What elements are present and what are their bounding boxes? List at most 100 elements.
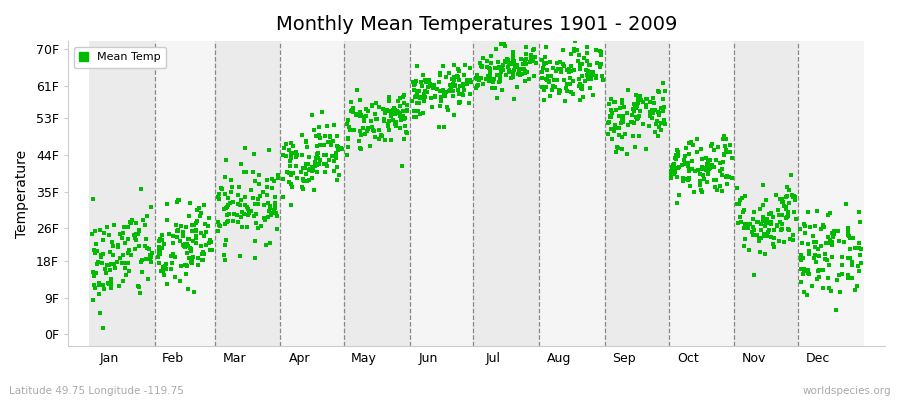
Point — [100, 262, 114, 268]
Point — [479, 76, 493, 83]
Point — [483, 75, 498, 82]
Point — [490, 46, 504, 52]
Point — [264, 212, 278, 218]
Point — [414, 79, 428, 86]
Point — [317, 152, 331, 158]
Point — [94, 254, 108, 260]
Point — [104, 284, 119, 291]
Point — [131, 243, 146, 250]
Point — [407, 82, 421, 89]
Point — [452, 68, 466, 74]
Point — [452, 91, 466, 97]
Point — [407, 108, 421, 114]
Point — [238, 202, 253, 209]
Point — [668, 155, 682, 161]
Point — [237, 169, 251, 175]
Point — [572, 82, 586, 89]
Point — [164, 266, 178, 273]
Point — [244, 187, 258, 193]
Point — [484, 60, 499, 66]
Point — [510, 62, 525, 69]
Point — [496, 67, 510, 74]
Point — [669, 152, 683, 159]
Point — [508, 64, 522, 70]
Point — [428, 93, 443, 99]
Point — [796, 268, 811, 274]
Point — [354, 146, 368, 152]
Point — [232, 202, 247, 208]
Point — [652, 110, 666, 116]
Point — [470, 76, 484, 83]
Point — [505, 48, 519, 55]
Point — [320, 139, 335, 145]
Point — [260, 184, 274, 190]
Point — [458, 62, 473, 68]
Point — [225, 199, 239, 205]
Point — [263, 204, 277, 211]
Point — [788, 215, 803, 222]
Point — [652, 124, 666, 130]
Point — [92, 290, 106, 297]
Point — [797, 230, 812, 236]
Point — [377, 110, 392, 117]
Point — [570, 47, 584, 54]
Point — [554, 68, 568, 75]
Point — [241, 212, 256, 218]
Bar — [539, 41, 605, 346]
Point — [706, 147, 721, 154]
Point — [451, 74, 465, 80]
Point — [853, 219, 868, 226]
Point — [824, 239, 839, 245]
Point — [519, 56, 534, 62]
Point — [809, 238, 824, 245]
Point — [821, 275, 835, 281]
Point — [369, 116, 383, 122]
Point — [345, 107, 359, 113]
Point — [853, 260, 868, 266]
Point — [277, 144, 292, 151]
Point — [536, 65, 550, 71]
Point — [179, 263, 194, 270]
Point — [543, 93, 557, 99]
Point — [334, 145, 348, 152]
Point — [834, 271, 849, 277]
Point — [841, 254, 855, 261]
Point — [616, 146, 630, 153]
Point — [682, 150, 697, 157]
Point — [670, 200, 684, 206]
Point — [197, 232, 211, 239]
Point — [604, 126, 618, 132]
Point — [562, 80, 577, 87]
Point — [508, 67, 522, 74]
Point — [154, 245, 168, 252]
Point — [632, 94, 646, 101]
Point — [361, 126, 375, 132]
Point — [96, 285, 111, 292]
Point — [812, 274, 826, 281]
Point — [697, 175, 711, 182]
Point — [601, 120, 616, 126]
Point — [806, 232, 820, 239]
Point — [512, 67, 526, 73]
Point — [197, 251, 211, 257]
Point — [176, 233, 191, 239]
Point — [696, 172, 710, 178]
Point — [822, 240, 836, 246]
Point — [86, 196, 100, 202]
Point — [605, 110, 619, 116]
Point — [194, 251, 209, 257]
Point — [814, 226, 829, 232]
Point — [801, 270, 815, 277]
Point — [353, 96, 367, 103]
Point — [820, 212, 834, 218]
Text: Latitude 49.75 Longitude -119.75: Latitude 49.75 Longitude -119.75 — [9, 386, 184, 396]
Point — [713, 160, 727, 166]
Point — [157, 272, 171, 279]
Point — [780, 213, 795, 220]
Point — [825, 241, 840, 248]
Point — [632, 133, 646, 140]
Point — [308, 158, 322, 165]
Point — [680, 160, 695, 167]
Point — [706, 164, 721, 170]
Point — [180, 241, 194, 248]
